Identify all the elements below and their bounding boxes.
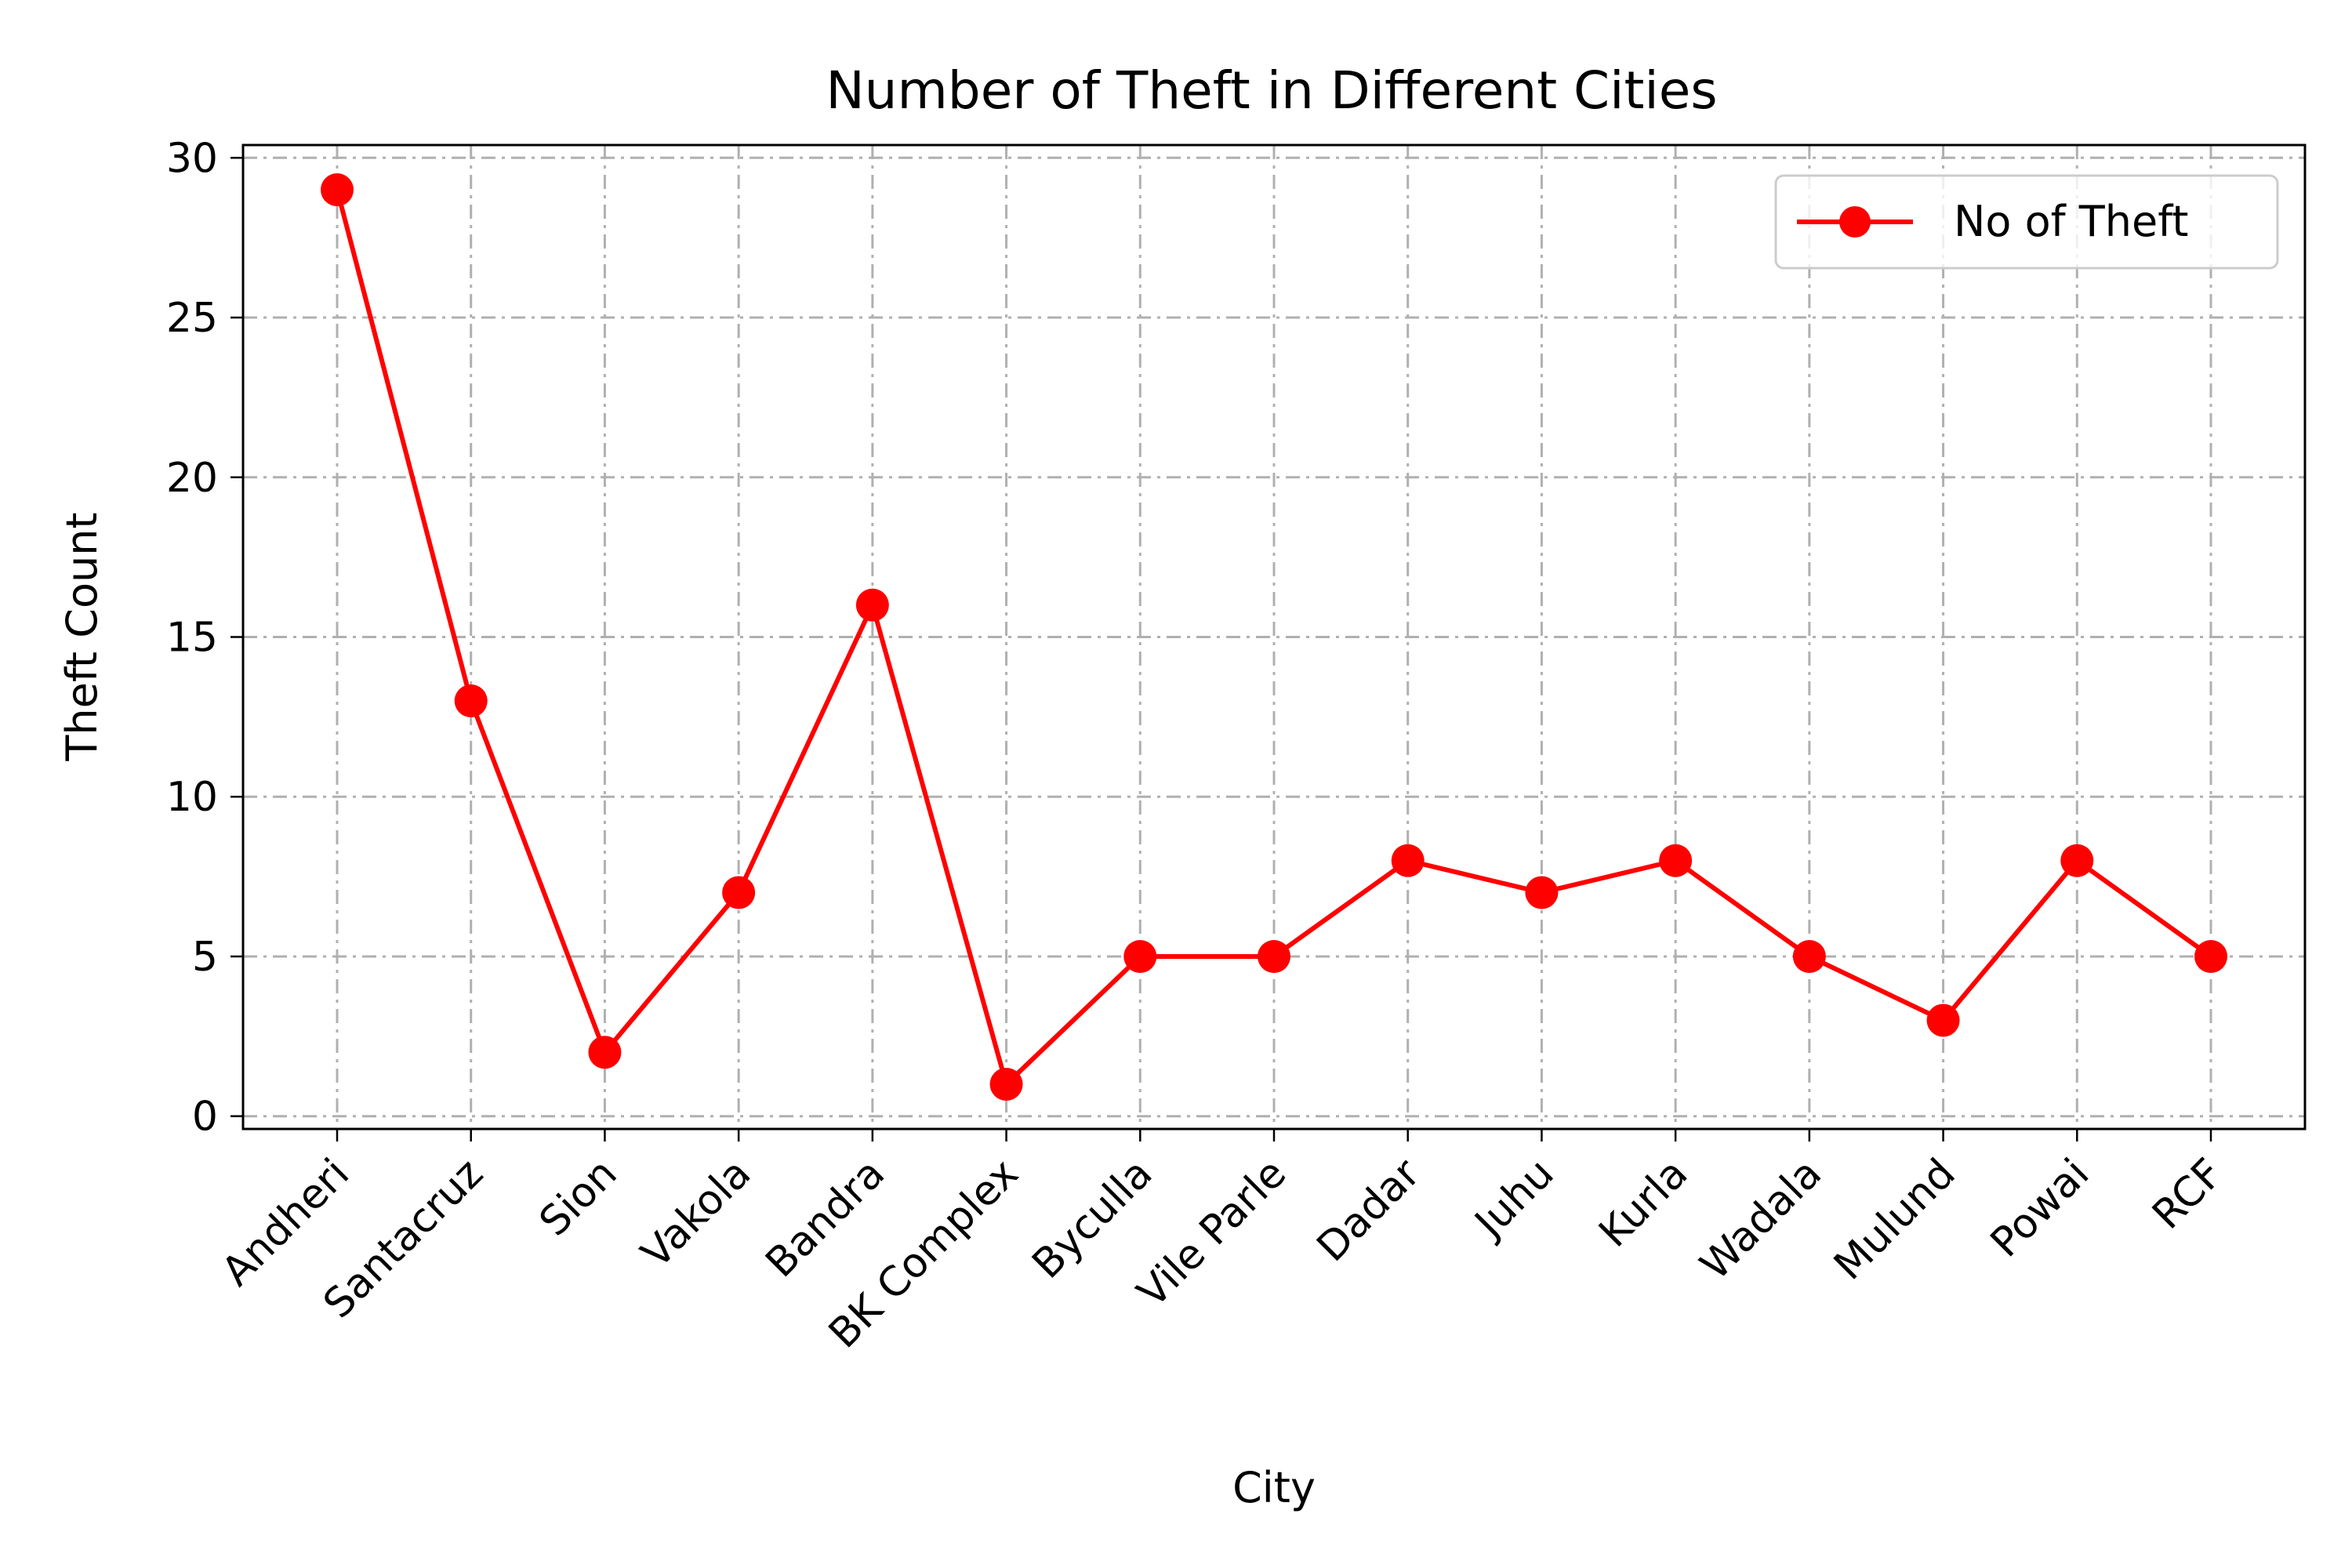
y-tick-label: 30 bbox=[166, 135, 218, 182]
data-point bbox=[321, 173, 354, 207]
data-point bbox=[989, 1067, 1023, 1101]
data-point bbox=[1525, 876, 1559, 909]
chart-title: Number of Theft in Different Cities bbox=[826, 60, 1717, 121]
data-point bbox=[1792, 939, 1826, 973]
data-point bbox=[2194, 939, 2227, 973]
y-axis-label: Theft Count bbox=[57, 512, 107, 761]
data-point bbox=[454, 684, 488, 717]
legend-label: No of Theft bbox=[1954, 197, 2188, 246]
series-group bbox=[321, 173, 2227, 1101]
data-point bbox=[1659, 844, 1693, 877]
legend-point-marker bbox=[1839, 206, 1871, 238]
data-point bbox=[1926, 1004, 1960, 1037]
data-point bbox=[1123, 939, 1157, 973]
y-tick-label: 25 bbox=[166, 295, 218, 342]
data-point bbox=[588, 1036, 622, 1069]
x-axis-label: City bbox=[1232, 1463, 1316, 1512]
y-tick-label: 0 bbox=[192, 1094, 218, 1141]
y-tick-label: 15 bbox=[166, 615, 218, 662]
data-point bbox=[855, 588, 889, 622]
data-point bbox=[2060, 844, 2094, 877]
y-tick-label: 20 bbox=[166, 455, 218, 502]
legend: No of Theft bbox=[1774, 174, 2279, 270]
y-tick-label: 10 bbox=[166, 774, 218, 821]
data-point bbox=[722, 876, 756, 909]
data-point bbox=[1258, 939, 1290, 973]
legend-box bbox=[1774, 174, 2279, 270]
y-axis: 0 5 10 15 20 25 30 bbox=[166, 135, 243, 1141]
y-tick-label: 5 bbox=[192, 934, 218, 981]
data-point bbox=[1391, 844, 1425, 877]
